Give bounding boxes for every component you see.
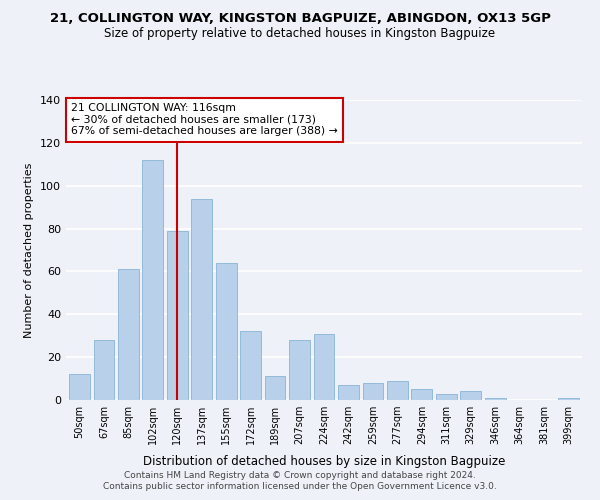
Bar xyxy=(191,198,212,400)
Bar xyxy=(94,340,114,400)
X-axis label: Distribution of detached houses by size in Kingston Bagpuize: Distribution of detached houses by size … xyxy=(143,456,505,468)
Bar xyxy=(167,230,188,400)
Bar xyxy=(289,340,310,400)
Bar xyxy=(142,160,163,400)
Text: Contains public sector information licensed under the Open Government Licence v3: Contains public sector information licen… xyxy=(103,482,497,491)
Bar xyxy=(460,392,481,400)
Text: Contains HM Land Registry data © Crown copyright and database right 2024.: Contains HM Land Registry data © Crown c… xyxy=(124,471,476,480)
Bar xyxy=(362,383,383,400)
Bar xyxy=(314,334,334,400)
Text: 21 COLLINGTON WAY: 116sqm
← 30% of detached houses are smaller (173)
67% of semi: 21 COLLINGTON WAY: 116sqm ← 30% of detac… xyxy=(71,103,338,136)
Bar xyxy=(558,398,579,400)
Bar xyxy=(412,390,432,400)
Text: 21, COLLINGTON WAY, KINGSTON BAGPUIZE, ABINGDON, OX13 5GP: 21, COLLINGTON WAY, KINGSTON BAGPUIZE, A… xyxy=(50,12,550,26)
Bar xyxy=(216,263,236,400)
Text: Size of property relative to detached houses in Kingston Bagpuize: Size of property relative to detached ho… xyxy=(104,28,496,40)
Bar xyxy=(387,380,408,400)
Bar xyxy=(436,394,457,400)
Bar xyxy=(118,270,139,400)
Bar xyxy=(485,398,506,400)
Bar xyxy=(69,374,90,400)
Bar xyxy=(265,376,286,400)
Y-axis label: Number of detached properties: Number of detached properties xyxy=(25,162,34,338)
Bar xyxy=(240,332,261,400)
Bar xyxy=(338,385,359,400)
